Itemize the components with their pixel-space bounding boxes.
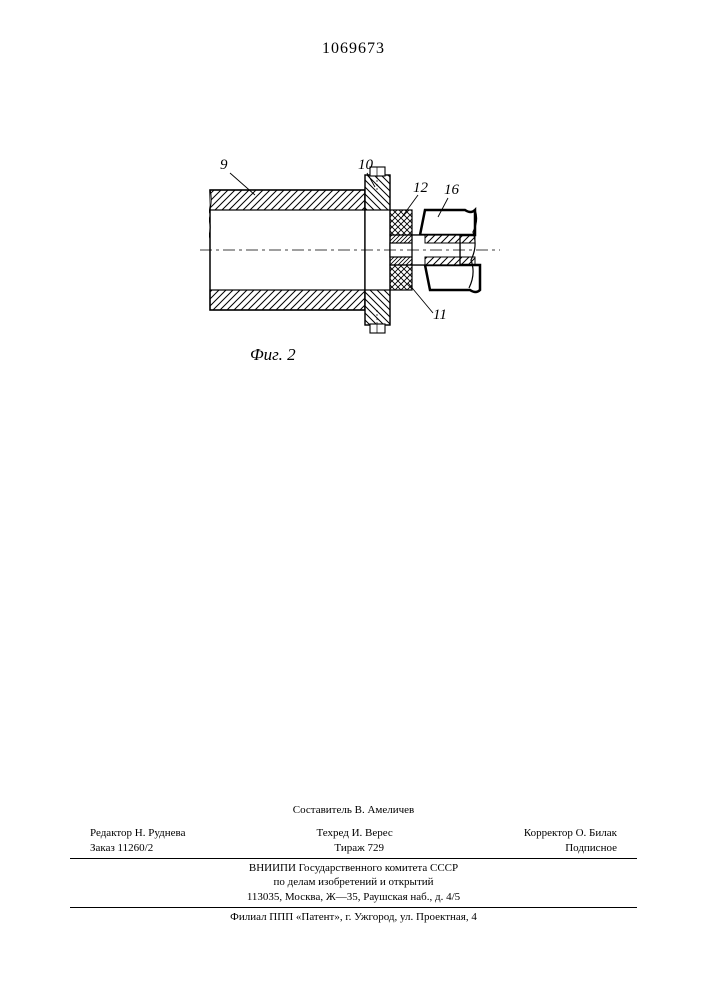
order-number: Заказ 11260/2	[90, 841, 153, 856]
figure-2: 9 10 12 16 11	[200, 155, 520, 355]
callout-9: 9	[220, 157, 228, 174]
document-number: 1069673	[0, 40, 707, 58]
subscription: Подписное	[565, 841, 617, 856]
org-line-2: по делам изобретений и открытий	[0, 875, 707, 890]
callout-10: 10	[358, 157, 373, 174]
org-line-1: ВНИИПИ Государственного комитета СССР	[0, 861, 707, 876]
org-line-4: Филиал ППП «Патент», г. Ужгород, ул. Про…	[0, 910, 707, 925]
imprint-footer: Составитель В. Амеличев Редактор Н. Рудн…	[0, 803, 707, 925]
callout-11: 11	[433, 307, 447, 324]
tech-editor: Техред И. Верес	[316, 826, 392, 841]
corrector: Корректор О. Билак	[524, 826, 617, 841]
callout-12: 12	[413, 180, 428, 197]
figure-caption: Фиг. 2	[250, 345, 296, 365]
compiler-line: Составитель В. Амеличев	[0, 803, 707, 818]
org-line-3: 113035, Москва, Ж—35, Раушская наб., д. …	[0, 890, 707, 905]
editor: Редактор Н. Руднева	[90, 826, 185, 841]
print-run: Тираж 729	[334, 841, 384, 856]
callout-16: 16	[444, 182, 459, 199]
